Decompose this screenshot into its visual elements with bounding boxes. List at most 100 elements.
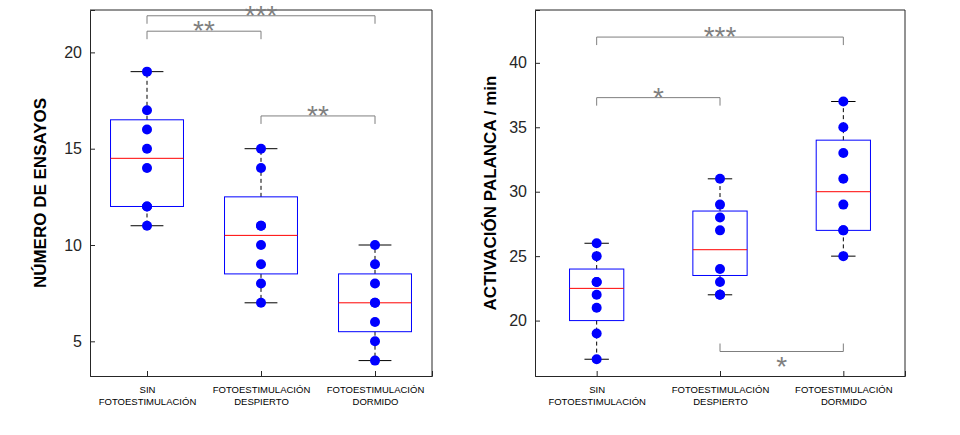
x-tick-mark xyxy=(720,371,721,376)
point xyxy=(142,105,152,115)
x-tick: SINFOTOESTIMULACIÓN xyxy=(99,371,197,407)
whisker-lower xyxy=(596,321,597,360)
box xyxy=(816,140,870,230)
point xyxy=(256,221,266,231)
median xyxy=(816,191,870,192)
x-tick: SINFOTOESTIMULACIÓN xyxy=(548,371,646,407)
point xyxy=(370,317,380,327)
y-tick: 20 xyxy=(509,312,540,329)
point xyxy=(256,298,266,308)
median xyxy=(693,249,747,250)
point xyxy=(592,238,602,248)
y-tick-mark xyxy=(90,149,95,150)
y-tick: 5 xyxy=(73,333,95,350)
y-axis: 5 10 15 20 xyxy=(64,11,95,377)
x-tick-label-line: DESPIERTO xyxy=(234,396,289,407)
y-tick-label: 10 xyxy=(64,237,82,254)
x-tick: FOTOESTIMULACIÓNDESPIERTO xyxy=(213,371,311,407)
point xyxy=(256,163,266,173)
x-tick-mark xyxy=(843,371,844,376)
point xyxy=(838,174,848,184)
x-tick-mark xyxy=(147,371,148,376)
x-tick-mark xyxy=(375,371,376,376)
x-tick-label: FOTOESTIMULACIÓNDORMIDO xyxy=(327,384,425,407)
x-tick-label: SINFOTOESTIMULACIÓN xyxy=(99,384,197,407)
x-tick-label-line: DORMIDO xyxy=(821,396,867,407)
point xyxy=(715,212,725,222)
x-tick: FOTOESTIMULACIÓNDORMIDO xyxy=(795,371,893,407)
median xyxy=(111,158,184,159)
y-tick: 20 xyxy=(64,44,95,61)
point xyxy=(142,124,152,134)
median xyxy=(225,235,298,236)
point xyxy=(838,148,848,158)
y-tick: 30 xyxy=(509,183,540,200)
frame-right xyxy=(905,10,906,376)
point xyxy=(142,163,152,173)
point xyxy=(370,259,380,269)
frame-right xyxy=(432,10,433,376)
point xyxy=(838,225,848,235)
plot-area xyxy=(570,97,871,365)
x-tick-label-line: FOTOESTIMULACIÓN xyxy=(327,384,425,395)
point xyxy=(256,240,266,250)
x-tick-label-line: DESPIERTO xyxy=(693,396,748,407)
y-tick-mark xyxy=(535,63,540,64)
point xyxy=(592,303,602,313)
point xyxy=(838,225,848,235)
y-tick: 10 xyxy=(64,237,95,254)
frame-top xyxy=(535,10,905,11)
point xyxy=(256,259,266,269)
point xyxy=(715,174,725,184)
y-tick-mark xyxy=(90,245,95,246)
x-tick-mark xyxy=(261,371,262,376)
chart: 2025303540SINFOTOESTIMULACIÓNFOTOESTIMUL… xyxy=(481,10,906,407)
point xyxy=(592,251,602,261)
significance-label: *** xyxy=(704,21,737,52)
y-tick-mark xyxy=(535,256,540,257)
significance-label: ** xyxy=(193,15,215,46)
box-group xyxy=(816,97,870,262)
median xyxy=(570,288,624,289)
x-tick: FOTOESTIMULACIÓNDESPIERTO xyxy=(672,371,770,407)
point xyxy=(370,336,380,346)
x-tick-label: FOTOESTIMULACIÓNDORMIDO xyxy=(795,384,893,407)
point xyxy=(142,201,152,211)
x-axis-line xyxy=(536,371,906,377)
x-tick-label-line: SIN xyxy=(589,384,605,395)
point xyxy=(838,200,848,210)
y-tick-label: 20 xyxy=(509,312,527,329)
point xyxy=(370,279,380,289)
box xyxy=(225,197,298,274)
y-axis-line xyxy=(536,11,541,377)
point xyxy=(715,200,725,210)
y-axis-title: ACTIVACIÓN PALANCA / min xyxy=(481,76,500,311)
point xyxy=(592,277,602,287)
point xyxy=(715,290,725,300)
box-group xyxy=(225,144,298,308)
y-tick-label: 20 xyxy=(64,44,82,61)
x-tick-label-line: DORMIDO xyxy=(353,396,399,407)
y-tick: 15 xyxy=(64,140,95,157)
x-tick-label-line: FOTOESTIMULACIÓN xyxy=(213,384,311,395)
x-axis: SINFOTOESTIMULACIÓNFOTOESTIMULACIÓNDESPI… xyxy=(91,371,433,407)
x-axis-line xyxy=(91,371,433,377)
x-tick-label-line: FOTOESTIMULACIÓN xyxy=(795,384,893,395)
point xyxy=(370,298,380,308)
x-tick-label-line: FOTOESTIMULACIÓN xyxy=(672,384,770,395)
figure: 5101520SINFOTOESTIMULACIÓNFOTOESTIMULACI… xyxy=(0,0,960,435)
y-tick-mark xyxy=(90,341,95,342)
point xyxy=(715,277,725,287)
y-tick-mark xyxy=(535,192,540,193)
y-tick-mark xyxy=(535,127,540,128)
point xyxy=(715,290,725,300)
point xyxy=(838,122,848,132)
point xyxy=(592,328,602,338)
x-tick-label-line: FOTOESTIMULACIÓN xyxy=(548,396,646,407)
box-group xyxy=(339,240,412,366)
x-tick-label: FOTOESTIMULACIÓNDESPIERTO xyxy=(672,384,770,407)
significance-label: ** xyxy=(307,100,329,131)
y-tick-label: 15 xyxy=(64,140,82,157)
box xyxy=(693,211,747,275)
x-tick-label-line: FOTOESTIMULACIÓN xyxy=(99,396,197,407)
